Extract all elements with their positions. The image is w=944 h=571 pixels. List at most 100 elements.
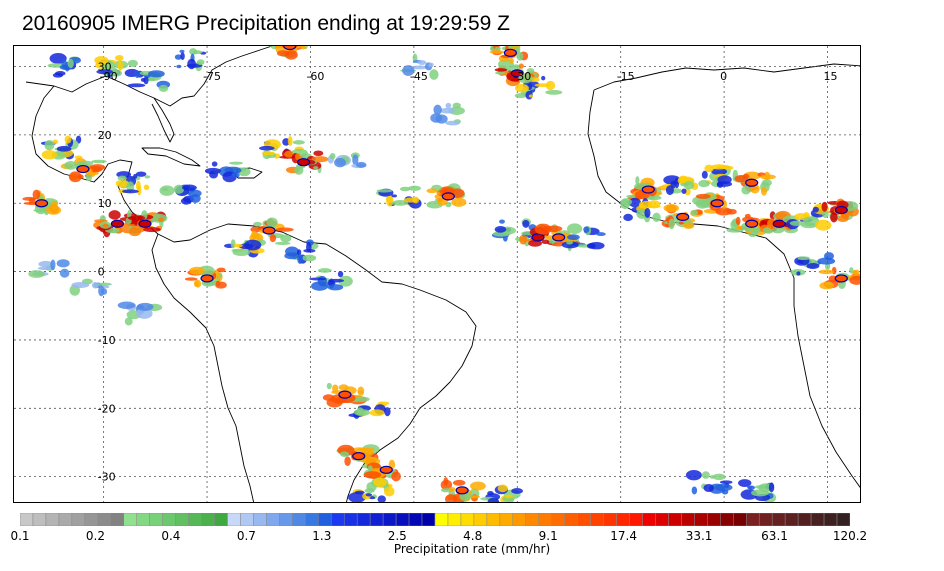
precipitation-cell: [489, 46, 529, 64]
colorbar-swatch: [473, 513, 488, 526]
colorbar-swatch: [136, 513, 150, 526]
precipitation-cell: [661, 175, 699, 196]
colorbar-swatch: [642, 513, 656, 526]
south-america-coastline: [157, 223, 477, 502]
precipitation-layer: [22, 46, 860, 502]
colorbar-swatch: [538, 513, 552, 526]
longitude-label: 0: [720, 70, 727, 83]
precipitation-cell: [174, 48, 207, 72]
longitude-label: -30: [513, 70, 531, 83]
colorbar-swatch: [460, 513, 475, 526]
latitude-label: -30: [98, 471, 116, 484]
precipitation-cell: [125, 210, 168, 237]
colorbar-swatch: [331, 513, 345, 526]
colorbar-swatch: [97, 513, 112, 526]
precipitation-cell: [491, 218, 537, 242]
colorbar-swatch: [292, 513, 306, 526]
colorbar-tick-labels: 0.1 0.2 0.4 0.7 1.3 2.5 4.8 9.1 17.4 33.1 63.1 120.…: [0, 529, 944, 543]
colorbar-swatch: [149, 513, 163, 526]
north-america-coastline: [25, 46, 273, 107]
colorbar-swatch: [746, 513, 760, 526]
colorbar-swatch: [162, 513, 176, 526]
colorbar-tick-label: 1.3: [312, 529, 332, 543]
colorbar-swatch: [421, 513, 436, 526]
precipitation-cell: [40, 135, 83, 160]
colorbar-swatch: [408, 513, 423, 526]
precipitation-cell: [692, 192, 737, 216]
precipitation-cell: [115, 171, 151, 196]
colorbar-tick-label: 0.1: [10, 529, 30, 543]
cuba-coastline: [141, 147, 201, 167]
colorbar-swatch: [214, 513, 228, 526]
longitude-label: -15: [617, 70, 635, 83]
precipitation-cell: [732, 169, 776, 196]
precipitation-cell: [698, 164, 734, 188]
map-title: 20160905 IMERG Precipitation ending at 1…: [22, 12, 510, 35]
colorbar-swatch: [369, 513, 384, 526]
colorbar-swatch: [356, 513, 371, 526]
colorbar-tick-label: 120.2: [832, 529, 868, 543]
colorbar-swatch: [434, 513, 449, 526]
colorbar-swatch: [486, 513, 501, 526]
precipitation-cell: [269, 46, 308, 60]
colorbar-swatch: [797, 513, 812, 526]
precipitation-cell: [376, 185, 422, 209]
precipitation-cell: [348, 477, 395, 502]
colorbar-tick-label: 63.1: [761, 529, 788, 543]
colorbar-swatch: [123, 513, 137, 526]
precipitation-cell: [348, 401, 391, 419]
colorbar-swatch: [382, 513, 397, 526]
colorbar-swatch: [71, 513, 86, 526]
latitude-label: -10: [98, 334, 116, 347]
precipitation-cell: [400, 53, 439, 80]
latitude-label: 0: [98, 266, 105, 279]
colorbar-swatch: [720, 513, 734, 526]
precipitation-cell: [322, 382, 370, 408]
precipitation-cell: [790, 252, 836, 276]
colorbar-swatch: [525, 513, 539, 526]
precipitation-cell: [430, 102, 465, 126]
colorbar-title: Precipitation rate (mm/hr): [393, 542, 551, 556]
colorbar-swatch: [629, 513, 643, 526]
colorbar: [20, 513, 850, 526]
colorbar-tick-label: 33.1: [685, 529, 713, 543]
longitude-label: 15: [824, 70, 838, 83]
precipitation-cell: [22, 189, 62, 216]
colorbar-swatch: [655, 513, 669, 526]
latitude-label: -20: [98, 402, 116, 415]
colorbar-swatch: [266, 513, 280, 526]
latitude-label: 30: [98, 61, 112, 74]
colorbar-tick-label: 2.5: [387, 529, 407, 543]
precipitation-cell: [159, 184, 202, 205]
colorbar-swatch: [201, 513, 215, 526]
precipitation-cell: [759, 210, 799, 234]
precipitation-cell: [94, 55, 140, 78]
colorbar-swatch: [305, 513, 319, 526]
colorbar-swatch: [227, 513, 241, 526]
longitude-label: -60: [306, 70, 324, 83]
longitude-label: -90: [100, 70, 118, 83]
colorbar-tick-label: 0.2: [85, 529, 105, 543]
latitude-labels: 30 20 10 0 -10 -20 -30: [98, 61, 116, 484]
precipitation-cell: [127, 70, 171, 92]
colorbar-tick-label: 0.7: [236, 529, 256, 543]
colorbar-swatch: [45, 513, 60, 526]
precipitation-cell: [726, 213, 773, 238]
colorbar-tick-label: 4.8: [463, 529, 483, 543]
latitude-label: 20: [98, 129, 112, 142]
precipitation-cell: [279, 149, 329, 175]
colorbar-swatch: [32, 513, 47, 526]
precipitation-cell: [60, 158, 107, 183]
colorbar-tick-label: 9.1: [538, 529, 558, 543]
precipitation-cell: [117, 301, 163, 326]
precipitation-cell: [327, 152, 367, 169]
colorbar-swatch: [551, 513, 565, 526]
precipitation-cell: [249, 217, 294, 244]
colorbar-swatch: [694, 513, 708, 526]
precipitation-cell: [440, 477, 486, 502]
precipitation-cell: [561, 223, 606, 250]
precipitation-cell: [223, 238, 266, 258]
precipitation-map[interactable]: -90 -75 -60 -45 -30 -15 0 15 30 20 10 0 -10 -20 -30: [13, 45, 861, 503]
colorbar-swatch: [318, 513, 332, 526]
colorbar-swatch: [758, 513, 773, 526]
